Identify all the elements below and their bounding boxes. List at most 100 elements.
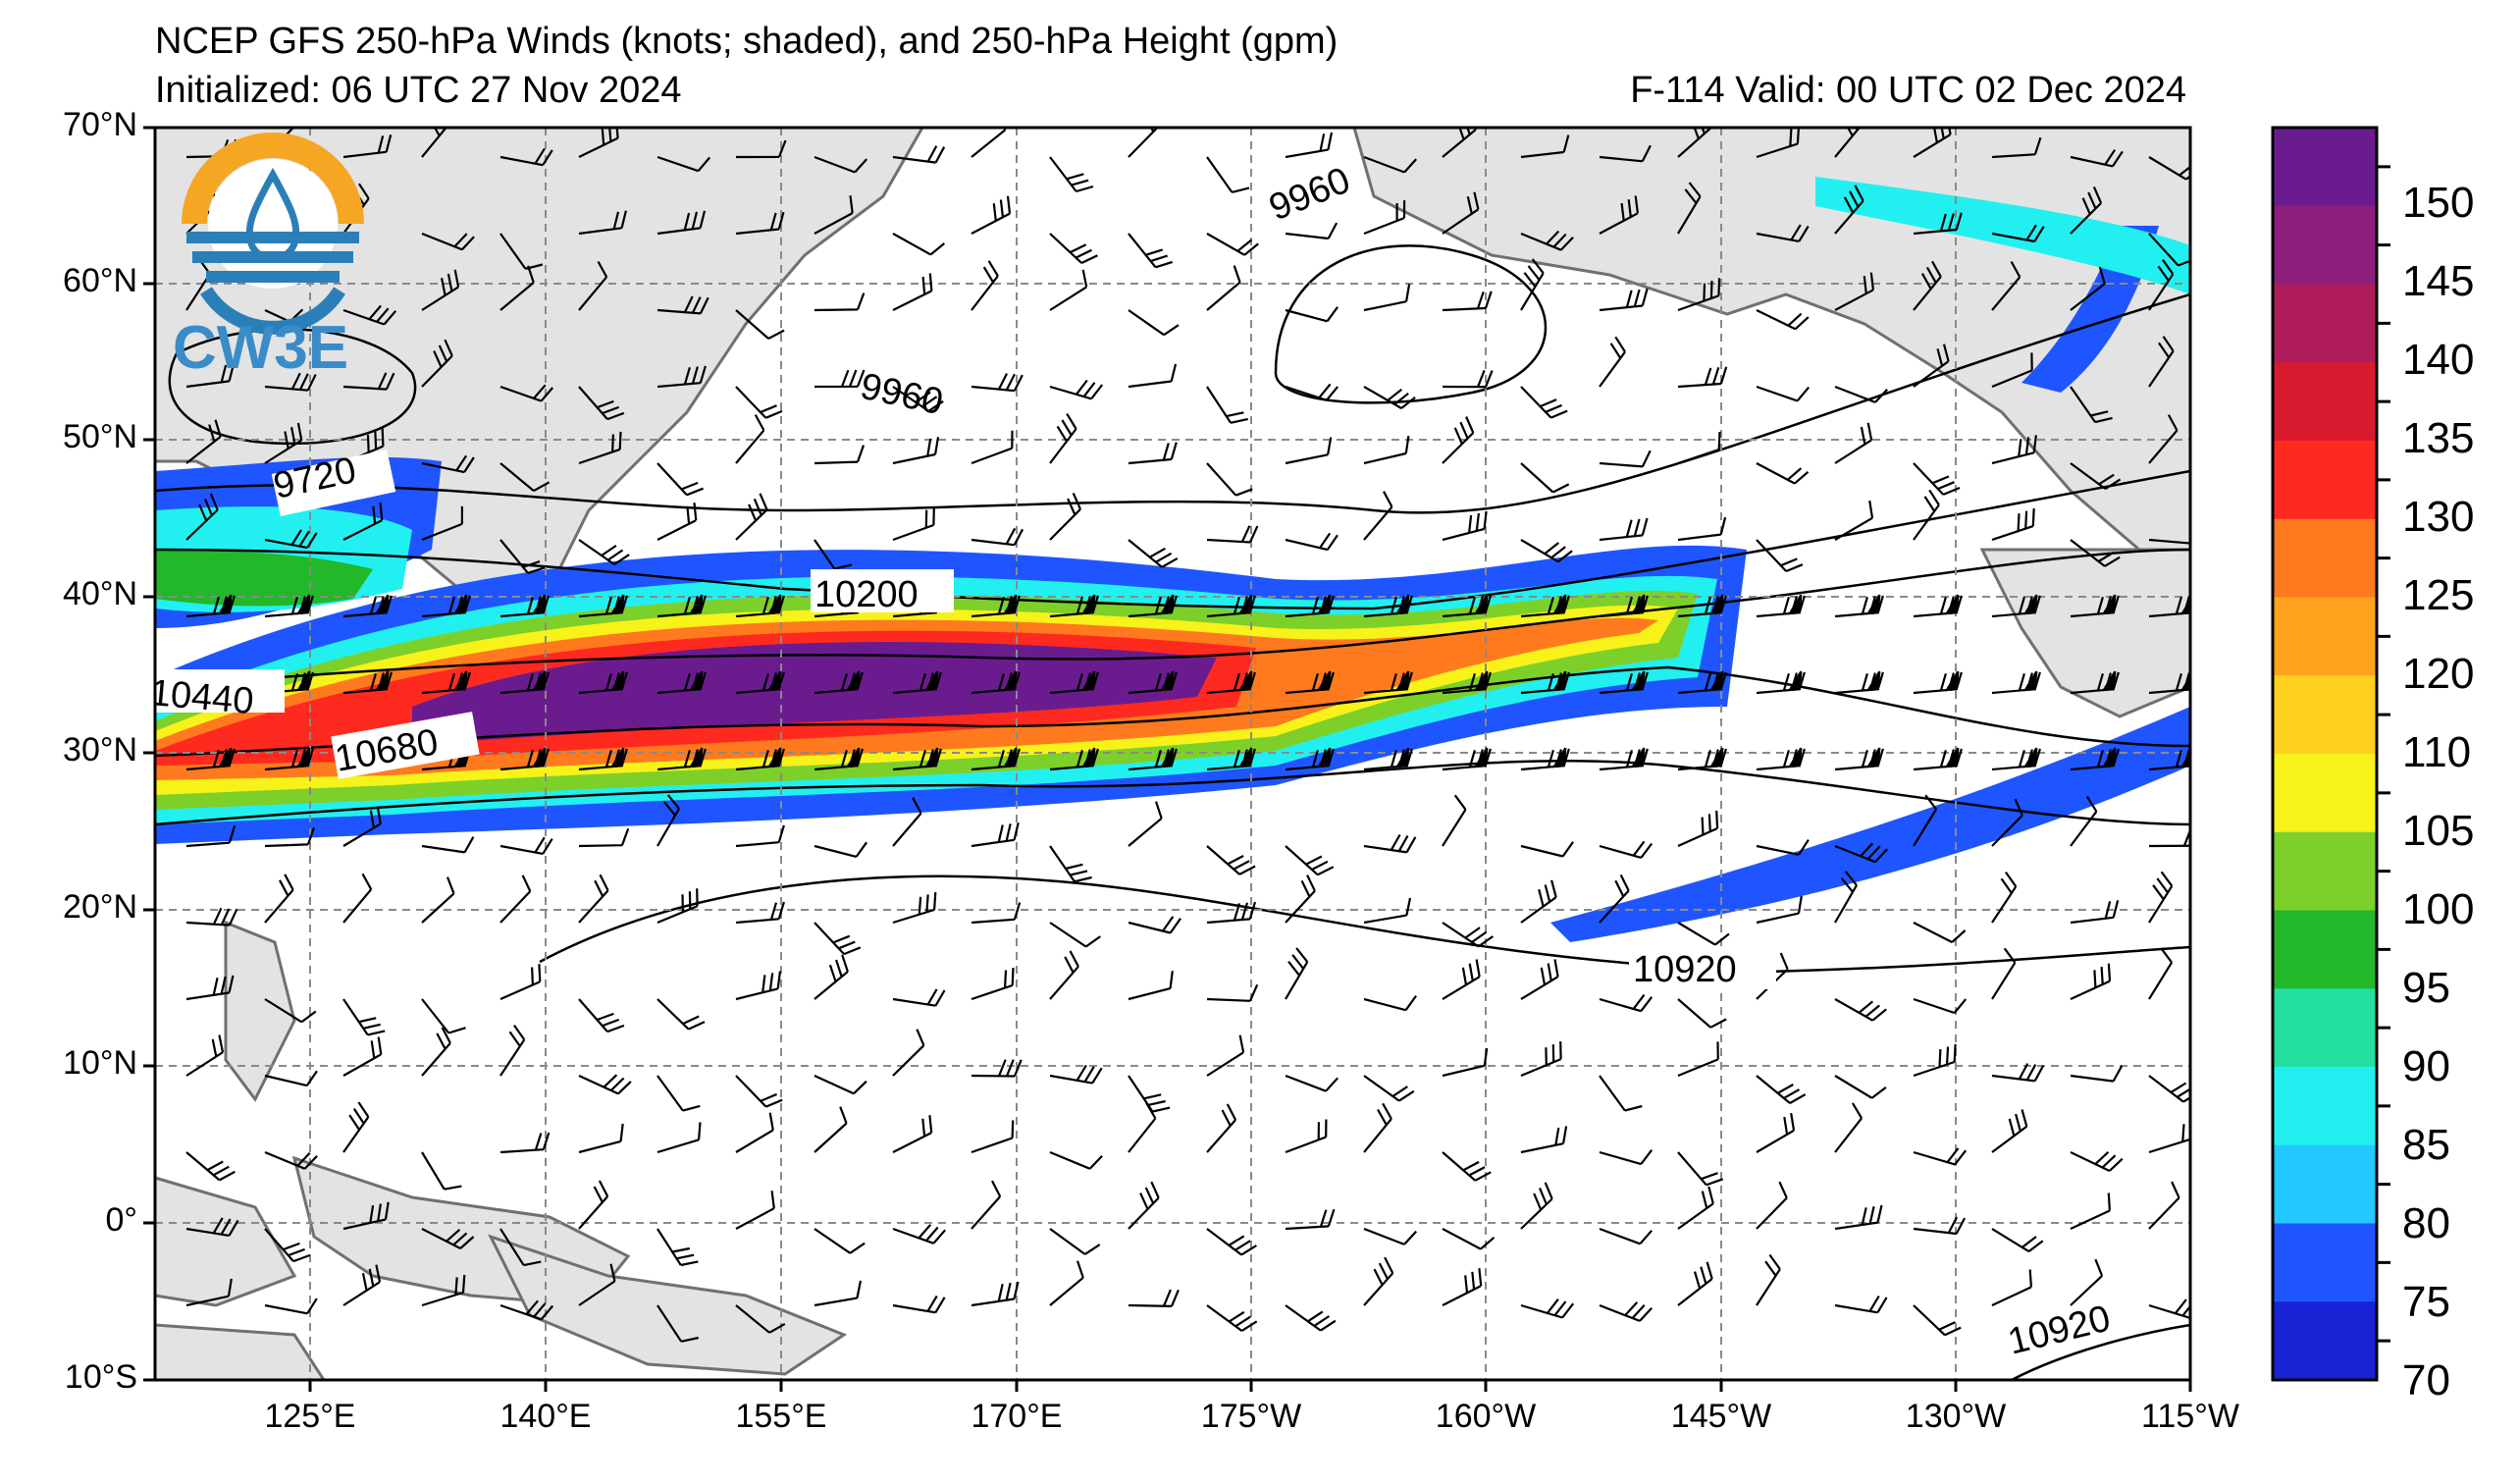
- wind-barb: [2148, 1123, 2190, 1154]
- colorbar: [2271, 126, 2390, 1382]
- wind-barb: [971, 595, 1021, 618]
- wind-barb: [814, 1106, 848, 1153]
- wind-barb: [1599, 874, 1630, 924]
- wind-barb: [1991, 435, 2037, 465]
- wind-barb: [1128, 671, 1178, 695]
- wind-barb: [2070, 462, 2122, 491]
- colorbar-swatch: [2273, 128, 2377, 207]
- wind-barb: [1756, 1181, 1788, 1230]
- wind-barb: [814, 195, 854, 235]
- lon-label: 155°E: [735, 1398, 827, 1435]
- colorbar-swatch: [2273, 754, 2377, 833]
- wind-barb: [1677, 1261, 1713, 1306]
- wind-barb: [1442, 794, 1467, 847]
- wind-barb: [1756, 309, 1810, 331]
- wind-barb: [656, 1304, 700, 1343]
- wind-barb: [971, 527, 1024, 547]
- wind-pennant: [1944, 594, 1960, 615]
- wind-pennant: [1316, 747, 1332, 768]
- wind-barb: [421, 595, 471, 618]
- wind-barb: [578, 874, 609, 924]
- wind-barb: [656, 671, 707, 695]
- lat-label: 70°N: [63, 106, 137, 143]
- colorbar-label: 150: [2402, 179, 2475, 227]
- wind-barb: [185, 363, 236, 389]
- lon-label: 130°W: [1905, 1398, 2007, 1435]
- wind-barb: [1128, 971, 1174, 1001]
- colorbar-swatch: [2273, 284, 2377, 363]
- wind-barb: [1520, 1298, 1575, 1319]
- wind-barb: [656, 748, 707, 771]
- wind-pennant: [1394, 747, 1410, 768]
- wind-barb: [1991, 1109, 2028, 1153]
- wind-pennant: [1551, 594, 1567, 615]
- wind-barb: [735, 1112, 774, 1153]
- wind-barb: [499, 671, 550, 695]
- wind-barb: [1756, 748, 1806, 771]
- wind-barb: [2070, 386, 2113, 424]
- wind-barb: [1991, 136, 2042, 159]
- wind-barb: [1834, 185, 1864, 235]
- wind-barb: [656, 595, 707, 618]
- wind-barb: [1913, 595, 1963, 618]
- colorbar-swatch: [2273, 675, 2377, 755]
- wind-barb: [185, 907, 238, 927]
- wind-barb: [1834, 842, 1888, 864]
- wind-barb: [1285, 1074, 1339, 1092]
- wind-barb: [1991, 798, 2023, 847]
- wind-barb: [892, 748, 942, 771]
- wind-barb: [1049, 950, 1079, 1000]
- wind-barb: [342, 1036, 383, 1077]
- wind-barb: [264, 1070, 318, 1087]
- wind-pennant: [688, 670, 704, 692]
- lat-label: 0°: [105, 1201, 137, 1239]
- wind-barb: [1520, 841, 1574, 858]
- wind-barb: [1913, 794, 1938, 847]
- wind-barb: [342, 806, 382, 847]
- wind-pennant: [609, 670, 625, 692]
- wind-barb: [1756, 224, 1810, 242]
- wind-barb: [1128, 128, 1159, 158]
- colorbar-label: 110: [2402, 728, 2472, 776]
- wind-barb: [1834, 1102, 1864, 1153]
- wind-barb: [1520, 748, 1570, 771]
- wind-barb: [656, 503, 698, 541]
- wind-barb: [2070, 671, 2120, 695]
- wind-barb: [421, 505, 463, 542]
- wind-barb: [1677, 1186, 1714, 1230]
- colorbar-swatch: [2273, 1144, 2377, 1224]
- wind-barb: [1206, 462, 1253, 497]
- wind-barb: [892, 1224, 947, 1245]
- lat-label: 20°N: [63, 888, 137, 926]
- wind-barb: [1677, 278, 1721, 312]
- wind-barb: [1363, 833, 1417, 854]
- colorbar-swatch: [2273, 441, 2377, 520]
- colorbar-label: 70: [2402, 1356, 2450, 1404]
- contour-label: 10920: [1633, 949, 1737, 990]
- wind-barb: [1913, 260, 1942, 311]
- wind-barb: [264, 827, 315, 848]
- wind-barb: [1834, 1075, 1887, 1099]
- wind-barb: [1599, 595, 1649, 618]
- wind-barb: [1913, 997, 1968, 1015]
- lat-label: 50°N: [63, 418, 137, 455]
- colorbar-swatch: [2273, 1223, 2377, 1302]
- wind-barb: [1442, 510, 1488, 542]
- wind-barb: [1599, 450, 1652, 468]
- wind-barb: [1363, 595, 1413, 618]
- wind-barb: [2148, 414, 2179, 464]
- wind-barb: [1285, 306, 1339, 323]
- wind-pennant: [2179, 598, 2190, 615]
- wind-barb: [814, 954, 849, 1000]
- wind-barb: [2070, 1258, 2104, 1306]
- wind-barb: [1285, 532, 1339, 552]
- wind-barb: [1834, 422, 1873, 464]
- wind-barb: [1128, 1102, 1157, 1153]
- wind-barb: [1991, 748, 2041, 771]
- colorbar-swatch: [2273, 205, 2377, 285]
- wind-barb: [1520, 879, 1557, 924]
- wind-barb: [1128, 363, 1178, 389]
- wind-barb: [578, 128, 619, 158]
- colorbar-label: 90: [2402, 1042, 2450, 1090]
- logo-text: CW3E: [173, 314, 348, 382]
